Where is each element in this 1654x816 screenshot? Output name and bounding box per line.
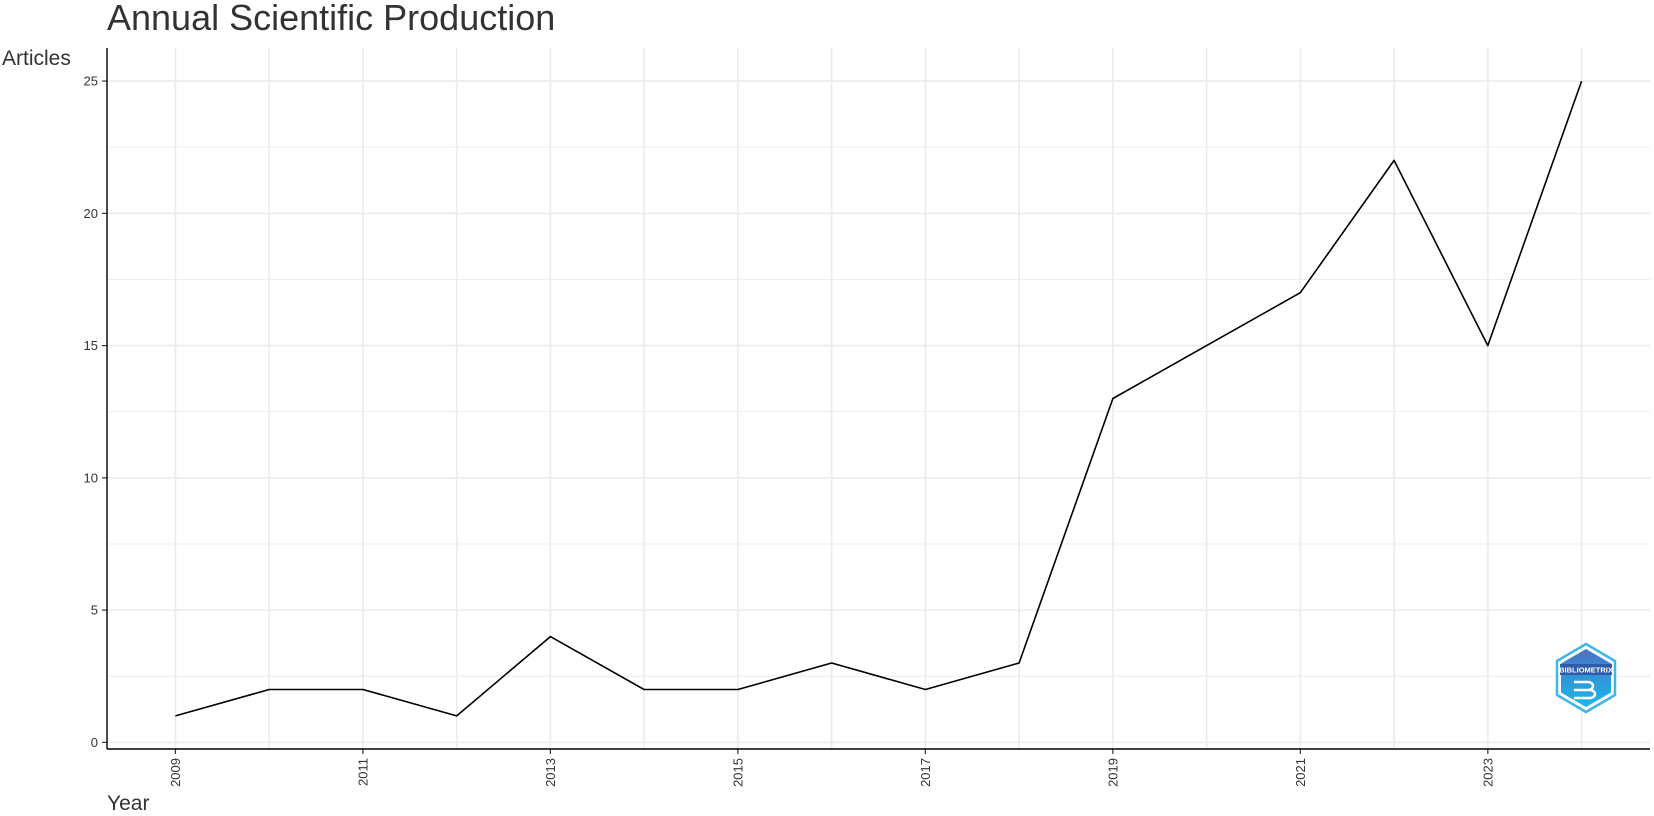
axes [106, 48, 1650, 750]
y-tick-label: 10 [84, 470, 98, 485]
x-tick-label: 2019 [1105, 758, 1120, 787]
logo-outer-hexagon [1555, 642, 1617, 714]
y-tick-label: 20 [84, 206, 98, 221]
major-gridlines [107, 48, 1650, 749]
y-axis-title: Articles [2, 47, 71, 70]
series-articles [175, 80, 1583, 717]
x-tick-label: 2011 [355, 758, 370, 786]
x-tick-label: 2015 [730, 758, 745, 787]
x-tick-label: 2023 [1480, 758, 1495, 787]
y-tick-label: 25 [84, 74, 98, 89]
minor-gridlines [107, 146, 1650, 677]
x-tick-label: 2017 [918, 758, 933, 787]
bibliometrix-logo: BIBLIOMETRIX [1555, 642, 1617, 714]
chart-title: Annual Scientific Production [107, 0, 555, 38]
x-axis-title: Year [107, 792, 149, 815]
y-axis-ticks: 0 5 10 15 20 25 [84, 74, 107, 750]
logo-banner [1560, 664, 1612, 675]
logo-inner-hexagon [1561, 649, 1611, 707]
logo-glyph [1574, 680, 1597, 700]
x-tick-label: 2021 [1293, 758, 1308, 787]
y-tick-label: 0 [91, 735, 98, 750]
y-tick-label: 15 [84, 338, 98, 353]
logo-text: BIBLIOMETRIX [1559, 666, 1613, 675]
x-tick-label: 2013 [543, 758, 558, 787]
x-tick-label: 2009 [168, 758, 183, 787]
x-axis-ticks: 2009 2011 2013 2015 2017 2019 2021 2023 [168, 749, 1495, 787]
series-line [175, 80, 1583, 717]
y-tick-label: 5 [91, 603, 98, 618]
